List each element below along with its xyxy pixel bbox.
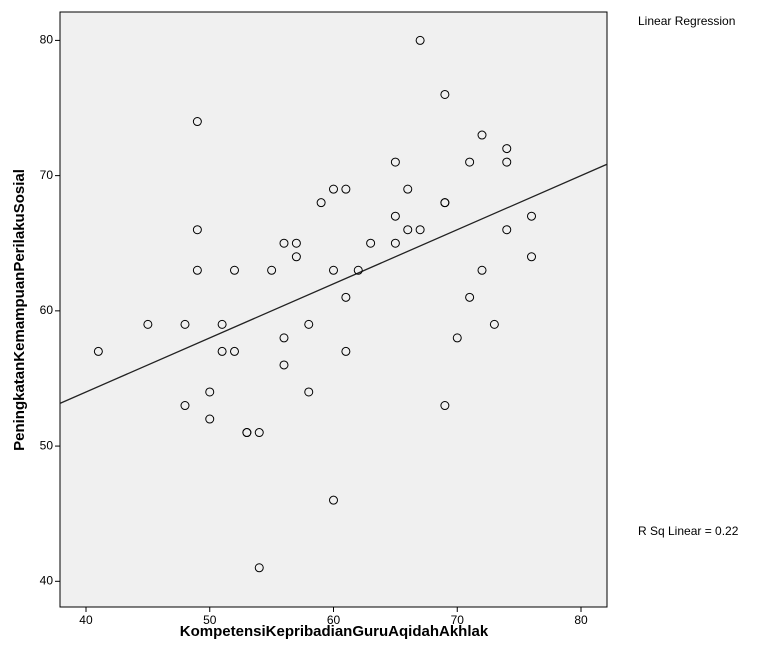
x-tick-label: 70 (451, 613, 465, 627)
x-tick-label: 80 (574, 613, 588, 627)
y-tick-label: 50 (40, 438, 54, 452)
y-axis-title: PeningkatanKemampuanPerilakuSosial (11, 169, 28, 451)
y-tick-label: 60 (40, 303, 54, 317)
legend-title: Linear Regression (638, 14, 735, 28)
x-tick-label: 40 (79, 613, 93, 627)
y-tick-label: 70 (40, 168, 54, 182)
x-tick-label: 60 (327, 613, 341, 627)
y-tick-label: 80 (40, 33, 54, 47)
x-tick-label: 50 (203, 613, 217, 627)
y-tick-label: 40 (40, 573, 54, 587)
plot-area (60, 12, 607, 607)
chart: Linear Regression R Sq Linear = 0.22 Kom… (0, 0, 779, 642)
annotation: R Sq Linear = 0.22 (638, 524, 739, 538)
